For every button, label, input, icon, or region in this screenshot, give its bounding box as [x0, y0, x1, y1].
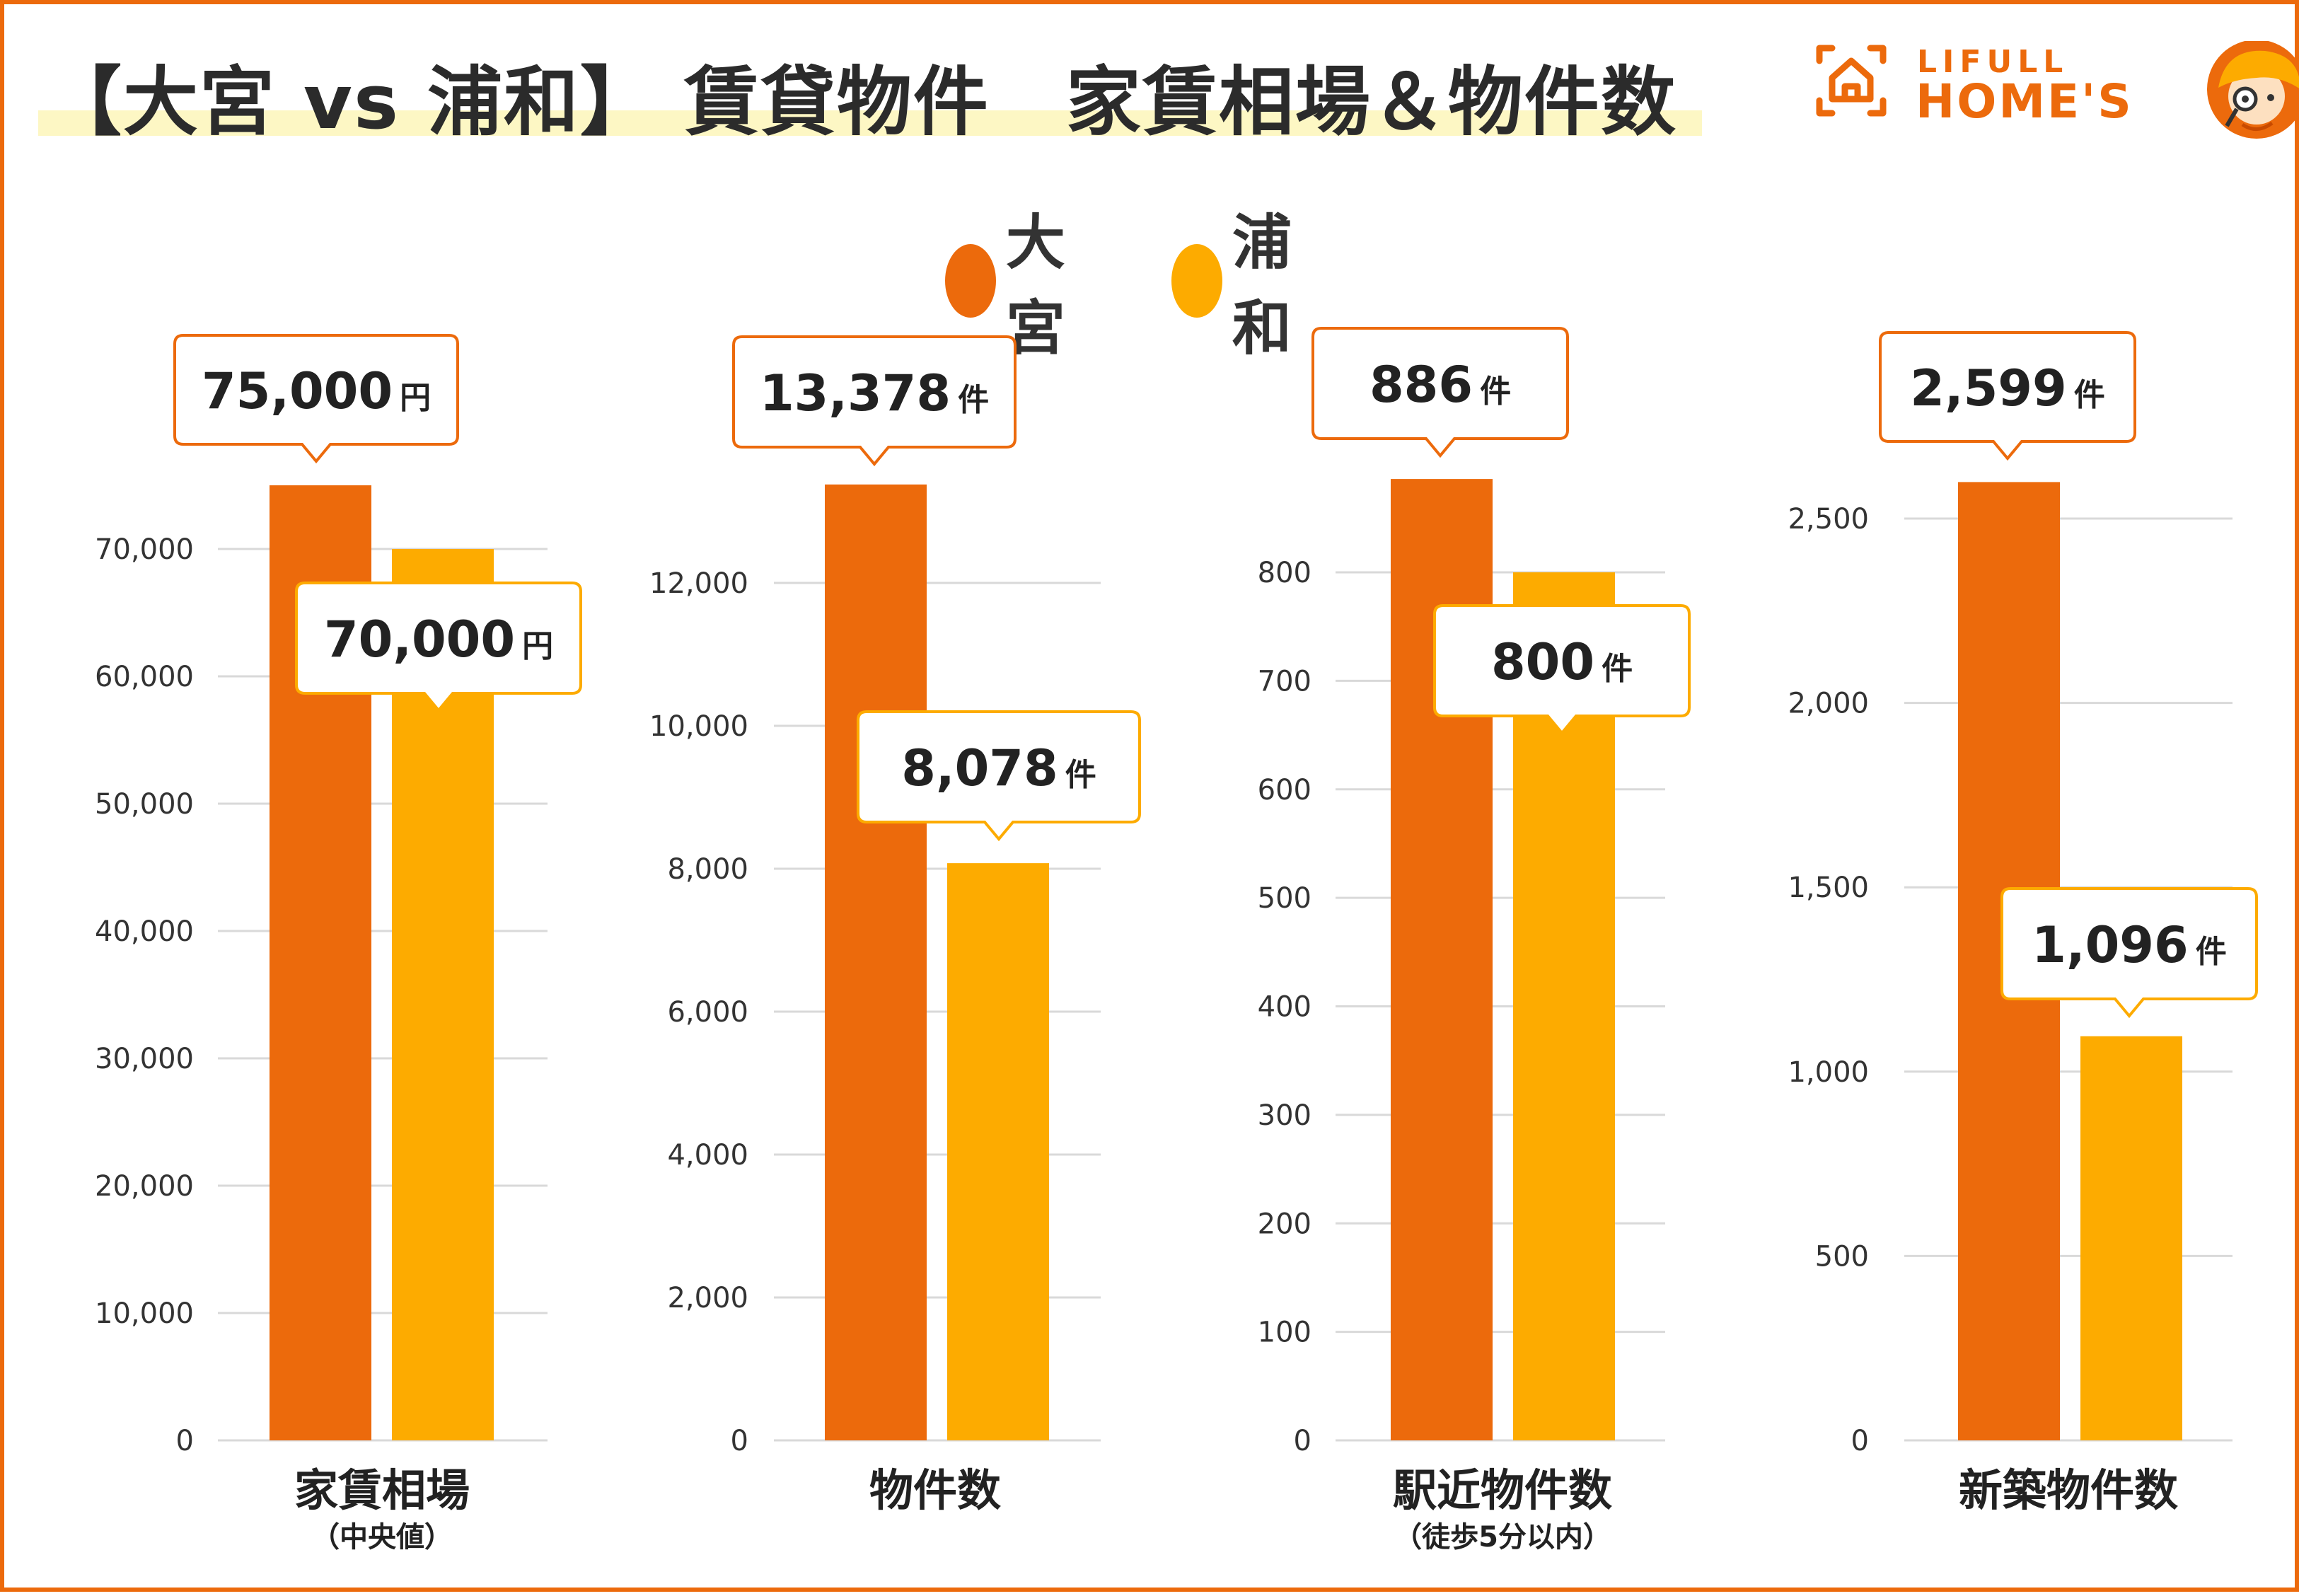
data-label: 2,599 件: [1910, 359, 2104, 417]
y-tick-label: 10,000: [649, 710, 748, 743]
y-tick-label: 600: [1258, 774, 1311, 806]
y-tick-label: 2,500: [1788, 503, 1869, 536]
y-tick-label: 50,000: [95, 788, 194, 821]
data-callout-urawa: [1433, 604, 1691, 736]
y-tick-label: 0: [1294, 1425, 1311, 1457]
y-tick-label: 500: [1258, 882, 1311, 915]
legend-label-omiya: 大宮: [1005, 208, 1065, 363]
y-tick-label: 100: [1258, 1317, 1311, 1349]
bar-charts: 0 10,000 20,000 30,000 40,000 50,000 60,000 70,…: [95, 327, 2258, 1554]
logo-line1: LIFULL: [1917, 44, 2068, 80]
y-tick-label: 20,000: [95, 1170, 194, 1203]
legend-item-urawa: 浦和: [1171, 195, 1314, 366]
y-tick-label: 400: [1258, 991, 1311, 1024]
bar-urawa: [2080, 1036, 2182, 1440]
bar-urawa: [947, 863, 1049, 1440]
y-tick-label: 6,000: [667, 996, 748, 1029]
y-tick-label: 300: [1258, 1099, 1311, 1132]
data-label: 8,078 件: [901, 739, 1096, 797]
data-label: 13,378 件: [760, 364, 989, 422]
category-sublabel: （徒歩5分以内）: [1394, 1521, 1611, 1554]
legend-item-omiya: 大宮: [945, 195, 1088, 366]
data-callout-urawa: [295, 582, 582, 713]
y-tick-label: 500: [1815, 1240, 1869, 1273]
legend-swatch-omiya: [945, 244, 996, 318]
y-tick-label: 200: [1258, 1208, 1311, 1240]
data-label: 886 件: [1369, 356, 1511, 414]
mascot-icon: [2207, 41, 2299, 139]
legend-label-urawa: 浦和: [1232, 208, 1292, 363]
data-callout-omiya: [1311, 327, 1569, 458]
title-highlight: [38, 110, 1702, 136]
y-tick-label: 60,000: [95, 661, 194, 693]
data-callout-urawa: [857, 710, 1141, 842]
y-tick-label: 800: [1258, 557, 1311, 589]
y-tick-label: 70,000: [95, 533, 194, 566]
lifull-homes-logo: LIFULL HOME'S: [1816, 41, 2299, 139]
logo-line2: HOME'S: [1916, 74, 2133, 129]
y-tick-label: 40,000: [95, 915, 194, 948]
category-label: 物件数: [869, 1464, 1001, 1516]
data-callout-omiya: [1879, 331, 2136, 461]
category-sublabel: （中央値）: [311, 1521, 453, 1554]
y-tick-label: 1,000: [1788, 1056, 1869, 1089]
y-tick-label: 4,000: [667, 1139, 748, 1172]
legend-swatch-urawa: [1171, 244, 1222, 318]
y-tick-label: 0: [1851, 1425, 1869, 1457]
data-callout-omiya: [173, 334, 459, 464]
y-tick-label: 1,500: [1788, 872, 1869, 904]
y-tick-label: 0: [176, 1425, 194, 1457]
category-label: 新築物件数: [1959, 1464, 2178, 1516]
y-tick-label: 2,000: [1788, 688, 1869, 720]
category-label: 駅近物件数: [1393, 1464, 1612, 1516]
data-callout-urawa: [2000, 887, 2258, 1019]
page-title: 【大宮 vs 浦和】 賃貸物件 家賃相場＆物件数: [47, 59, 1677, 146]
data-label: 75,000 円: [202, 362, 431, 420]
y-tick-label: 8,000: [667, 853, 748, 886]
house-icon: [1816, 45, 1887, 117]
category-label: 家賃相場: [294, 1464, 470, 1516]
y-tick-label: 30,000: [95, 1043, 194, 1075]
bar-omiya: [825, 484, 927, 1440]
data-label: 800 件: [1491, 633, 1633, 691]
data-label: 70,000 円: [324, 611, 553, 669]
y-tick-label: 700: [1258, 665, 1311, 698]
y-tick-label: 10,000: [95, 1297, 194, 1330]
y-tick-label: 0: [731, 1425, 748, 1457]
y-tick-label: 12,000: [649, 567, 748, 600]
data-label: 1,096 件: [2032, 916, 2226, 974]
y-tick-label: 2,000: [667, 1282, 748, 1314]
data-callout-omiya: [732, 335, 1017, 467]
